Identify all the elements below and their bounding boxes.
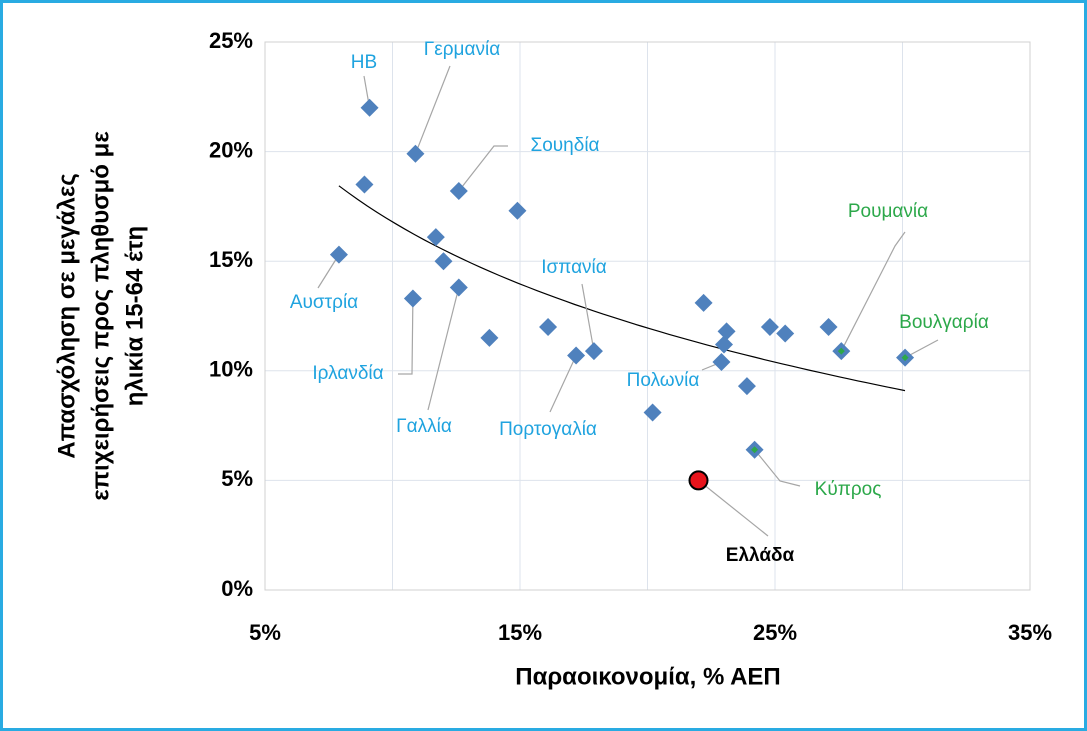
leader-line — [840, 231, 906, 352]
x-tick-label: 5% — [249, 620, 281, 645]
point — [355, 175, 374, 194]
leader-line — [458, 145, 508, 192]
point — [403, 289, 422, 308]
x-tick-label: 25% — [753, 620, 797, 645]
y-tick-label: 5% — [221, 466, 253, 491]
point — [508, 201, 527, 220]
point — [584, 342, 603, 361]
y-axis-label: ηλικία 15-64 έτη — [121, 226, 148, 406]
point — [643, 403, 662, 422]
leader-line — [754, 449, 801, 487]
data-label: Γαλλία — [396, 416, 452, 437]
point — [717, 322, 736, 341]
point — [715, 335, 733, 354]
plot-border — [264, 41, 1031, 591]
point — [480, 328, 499, 347]
point — [329, 245, 348, 264]
y-tick-label: 10% — [209, 357, 253, 382]
point — [360, 98, 379, 117]
leader-line — [581, 283, 595, 352]
data-label: Ιρλανδία — [312, 363, 383, 384]
point — [737, 377, 756, 396]
leader-line — [427, 287, 460, 411]
point — [819, 317, 838, 336]
leader-line — [414, 65, 451, 155]
leader-line — [549, 355, 577, 413]
point — [449, 278, 468, 297]
x-tick-label: 35% — [1008, 620, 1052, 645]
point — [694, 293, 713, 312]
data-label: Σουηδία — [530, 135, 599, 156]
point — [776, 324, 795, 343]
point-center — [901, 354, 909, 362]
x-axis-label: Παραοικονομία, % ΑΕΠ — [515, 663, 781, 690]
y-tick-label: 25% — [209, 28, 253, 53]
point — [760, 317, 779, 336]
data-label: Πορτογαλία — [499, 419, 597, 440]
y-tick-label: 15% — [209, 247, 253, 272]
leader-line — [317, 254, 340, 289]
x-tick-label: 15% — [498, 620, 542, 645]
data-label: Πολωνία — [627, 370, 700, 391]
data-label: Βουλγαρία — [899, 312, 989, 333]
y-axis-label: Απασχόληση σε μεγάλες — [53, 173, 80, 458]
point — [449, 182, 468, 201]
point-center — [751, 446, 759, 454]
point — [688, 470, 709, 491]
point-center — [837, 347, 845, 355]
point — [567, 346, 586, 365]
trendline — [338, 185, 906, 392]
y-axis-label: επιχειρήσεις προς πληθυσμό με — [87, 131, 114, 500]
point — [434, 252, 453, 271]
data-label: ΗΒ — [351, 52, 377, 73]
data-label: Ελλάδα — [726, 545, 795, 566]
data-label: Ρουμανία — [848, 201, 928, 222]
point — [712, 353, 731, 372]
point — [426, 228, 445, 247]
leader-line — [398, 298, 414, 375]
y-tick-label: 0% — [221, 576, 253, 601]
point — [406, 144, 425, 163]
point — [539, 317, 558, 336]
y-tick-label: 20% — [209, 137, 253, 162]
data-label: Γερμανία — [424, 39, 500, 60]
data-label: Αυστρία — [290, 292, 358, 313]
leader-line — [698, 479, 769, 537]
data-label: Ισπανία — [541, 257, 607, 278]
data-label: Κύπρος — [815, 479, 882, 500]
